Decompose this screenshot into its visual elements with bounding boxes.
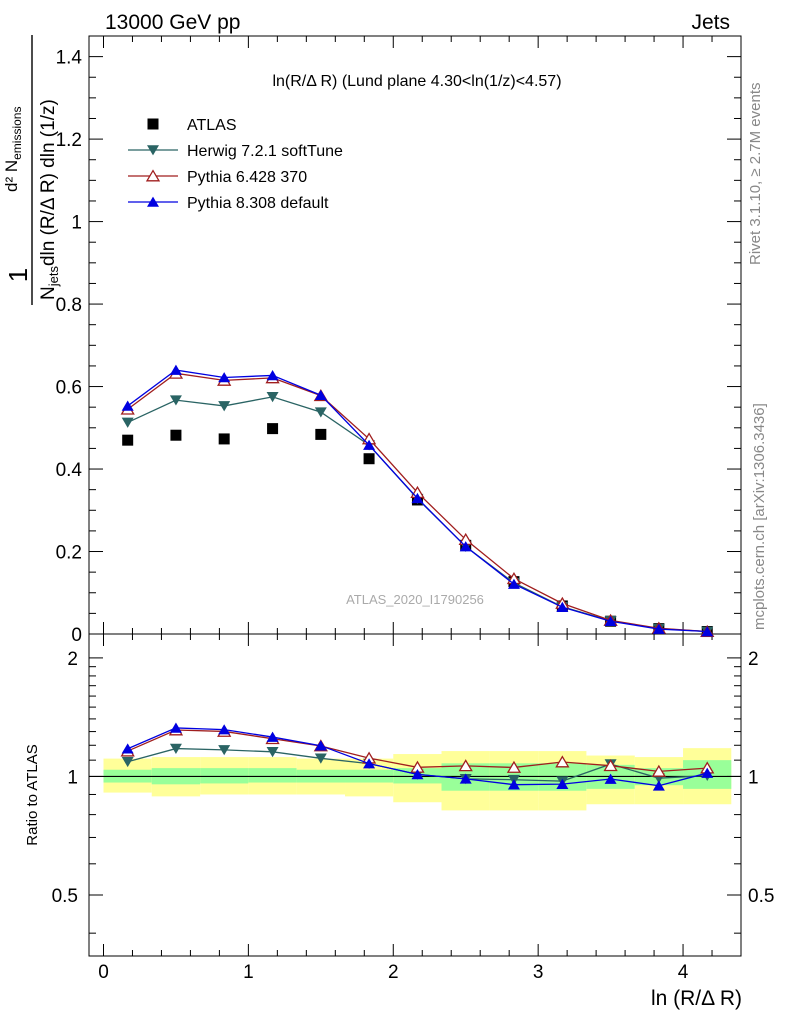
ratio-point [314,740,327,751]
y-tick-label: 0.4 [56,460,83,481]
data-point [363,453,375,465]
ratio-point [506,760,522,773]
data-point [507,578,520,589]
data-point [266,392,279,403]
data-point [169,364,182,375]
data-point [652,623,665,634]
main-axes: 0 0.2 0.4 0.6 0.8 1 1.2 1.4 [56,35,742,956]
y-tick-label: 0 [71,625,82,646]
ratio-axes: 0 1 2 3 4 0.5 0.5 1 1 2 2 [52,633,774,983]
x-tick-label: 0 [98,962,109,983]
collision-label: 13000 GeV pp [105,11,240,34]
category-label: Jets [691,11,730,34]
ratio-point [169,722,182,733]
ratio-point [555,755,570,768]
ratio-point [218,724,231,735]
data-point [604,615,617,627]
data-point [121,417,134,428]
rivet-label: Rivet 3.1.10, ≥ 2.7M events [747,83,764,266]
data-point [411,492,424,504]
data-point [169,395,182,406]
ratio-point [314,753,327,764]
y-tick-label: 0.6 [56,378,82,399]
legend-marker [145,169,161,182]
legend-marker [147,118,159,130]
data-point [556,601,569,612]
legend-label: Pythia 6.428 370 [187,169,307,186]
legend-label: Pythia 8.308 default [187,195,329,212]
x-tick-label: 2 [388,962,399,983]
data-point [314,407,327,418]
y-tick-label: 1 [71,213,82,234]
xlabel: ln (R/Δ R) [651,987,742,1010]
ratio-point [266,731,279,742]
ratio-point [651,764,666,777]
x-tick-label: 4 [678,962,689,983]
ratio-point [121,756,134,768]
analysis-label: ATLAS_2020_I1790256 [346,592,484,607]
ratio-y-tick-label-right: 0.5 [748,886,774,907]
ratio-point [218,745,231,756]
ratio-point [701,767,714,778]
main-series [120,364,715,638]
data-point [170,429,182,441]
data-point [701,626,714,637]
ratio-ylabel: Ratio to ATLAS [24,744,41,845]
y-tick-label: 0.2 [56,543,82,564]
ratio-y-tick-label-right: 1 [748,767,759,788]
data-point [122,434,134,446]
ratio-point [604,773,617,784]
ratio-y-tick-label: 0.5 [52,886,78,907]
x-tick-label: 1 [243,962,254,983]
svg-text:1: 1 [3,268,33,282]
ratio-point [411,769,424,780]
ratio-series [120,722,715,791]
ratio-band-inner [248,768,297,783]
x-tick-label: 3 [533,962,544,983]
data-point [459,541,472,552]
data-point [218,401,231,412]
data-point [363,439,376,450]
data-point [267,423,279,435]
legend-marker [147,196,159,207]
ratio-point [652,780,665,791]
ratio-frame [88,633,742,957]
ratio-point [169,743,182,754]
ratio-band-inner [200,768,249,784]
data-point [314,389,327,401]
legend-label: Herwig 7.2.1 softTune [187,143,343,160]
legend: ATLAS Herwig 7.2.1 softTune Pythia 6.428 3… [128,117,343,212]
ratio-point [121,743,134,754]
ratio-point [363,758,376,769]
chart-title: ln(R/Δ R) (Lund plane 4.30<ln(1/z)<4.57) [272,73,561,90]
ratio-point [603,758,618,772]
ratio-point [458,759,473,772]
data-point [121,400,134,411]
svg-text:d² Nemissions: d² Nemissions [2,107,24,192]
legend-label: ATLAS [187,117,237,134]
legend-marker [147,145,159,156]
mcplots-label: mcplots.cern.ch [arXiv:1306.3436] [751,403,768,630]
main-ylabel: 1 Njetsdln (R/Δ R) dln (1/z) d² Nemissio… [2,35,61,305]
ratio-point [556,778,569,789]
y-tick-label: 1.4 [56,48,83,69]
ratio-point [459,773,472,784]
ratio-y-tick-label: 2 [67,649,78,670]
svg-text:Njetsdln (R/Δ R) dln (1/z): Njetsdln (R/Δ R) dln (1/z) [38,99,61,300]
ratio-y-tick-label: 1 [67,767,78,788]
ratio-point [266,747,279,758]
y-tick-label: 1.2 [56,130,82,151]
ratio-point [507,779,520,790]
data-point [218,372,231,383]
data-point [218,433,230,445]
data-point [315,428,327,440]
data-point [266,370,279,381]
ratio-y-tick-label-right: 2 [748,649,759,670]
y-tick-label: 0.8 [56,295,82,316]
